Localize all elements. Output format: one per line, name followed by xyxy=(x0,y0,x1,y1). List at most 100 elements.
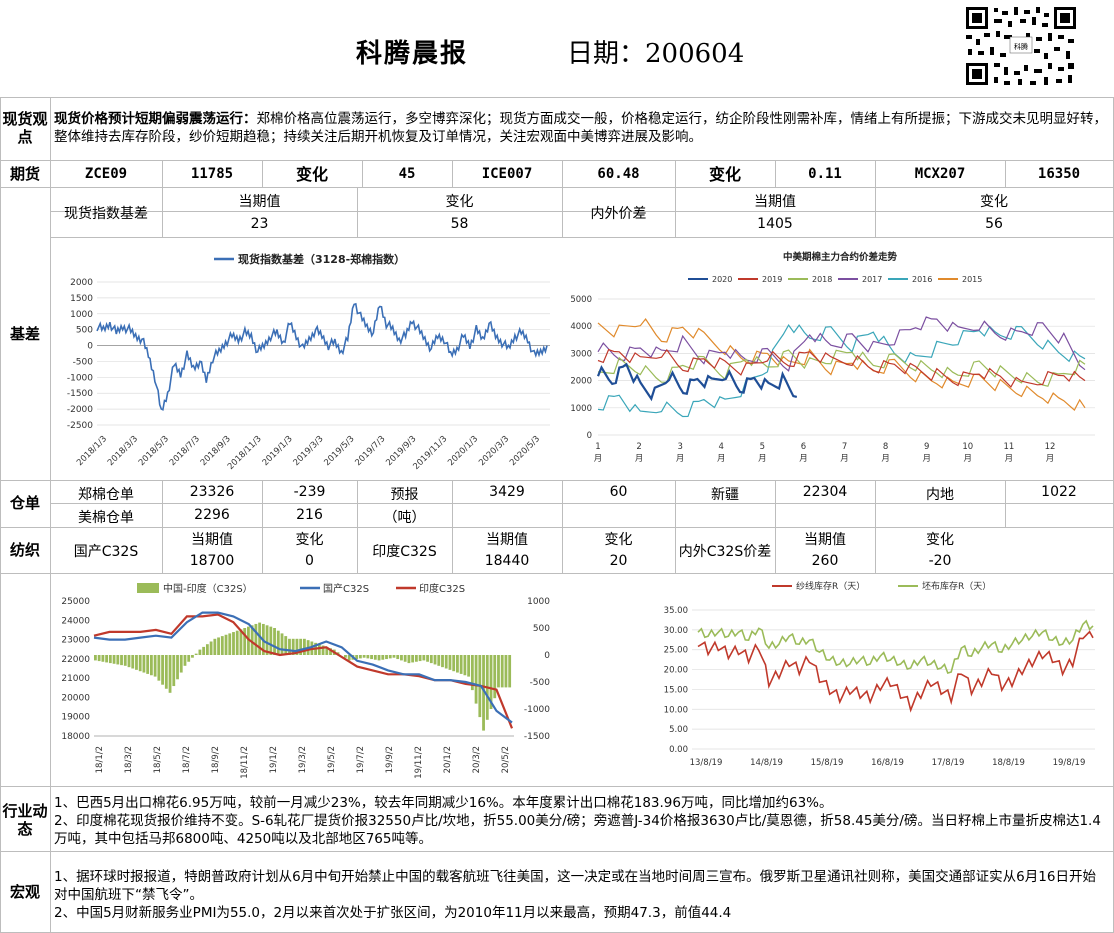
futures-cell-4: ICE007 xyxy=(481,166,533,182)
series-line-2019 xyxy=(597,348,1086,388)
spread-bar xyxy=(131,655,135,669)
spread-bar xyxy=(508,655,512,688)
spread-bar xyxy=(295,638,299,655)
spread-bar xyxy=(418,655,422,662)
y-tick: 0.00 xyxy=(669,745,688,755)
spread-bar xyxy=(284,636,288,655)
x-tick: 18/1/2 xyxy=(95,746,105,773)
spread-bar xyxy=(299,638,303,655)
spread-bar xyxy=(239,629,243,655)
warehouse-r1-6: 新疆 xyxy=(711,487,739,503)
series-line-2016 xyxy=(597,323,1086,418)
x-tick: 2019/11/3 xyxy=(411,434,449,472)
spread-bar xyxy=(276,630,280,655)
industry-text: 1、巴西5月出口棉花6.95万吨，较前一月减少23%，较去年同期减少16%。本年… xyxy=(54,794,1108,848)
textile-cell-13: 260 xyxy=(811,553,839,569)
spread-bar xyxy=(164,655,168,689)
spread-bar xyxy=(168,655,172,693)
x-tick-unit: 月 xyxy=(635,454,644,464)
textile-cell-0: 国产C32S xyxy=(73,544,139,560)
spread-bar xyxy=(452,655,456,672)
x-tick: 2018/1/3 xyxy=(75,434,109,468)
x-tick-num: 3 xyxy=(677,442,682,452)
series-line-2015 xyxy=(597,317,1086,411)
x-tick-num: 9 xyxy=(924,442,929,452)
warehouse-r2-2: 216 xyxy=(296,507,323,523)
legend-label-2015: 2015 xyxy=(962,275,982,284)
y2-tick: 0 xyxy=(544,651,550,661)
spread-bar xyxy=(362,655,366,658)
x-tick: 2018/3/3 xyxy=(106,434,140,468)
legend-label-2: 印度C32S xyxy=(419,582,465,595)
futures-cell-7: 0.11 xyxy=(808,166,842,182)
x-tick-unit: 月 xyxy=(922,454,931,464)
spread-bar xyxy=(489,655,493,709)
spread-bar xyxy=(482,655,485,731)
y-tick: 22000 xyxy=(61,655,90,665)
y2-tick: 1000 xyxy=(527,597,550,607)
basis-v1: 23 xyxy=(250,216,269,232)
y-tick: 15.00 xyxy=(664,685,688,695)
spread-bar xyxy=(373,655,377,660)
spread-bar xyxy=(392,655,396,658)
spread-bar xyxy=(157,655,161,681)
x-tick: 2020/3/3 xyxy=(477,434,511,468)
spread-bar xyxy=(325,646,329,655)
x-tick-unit: 月 xyxy=(758,454,767,464)
warehouse-r1-7: 22304 xyxy=(802,484,848,500)
warehouse-r1-2: -239 xyxy=(293,484,326,500)
x-tick: 18/7/2 xyxy=(182,746,192,773)
legend-label-2016: 2016 xyxy=(912,275,932,284)
spread-bar xyxy=(202,646,206,655)
warehouse-r2-0: 美棉仓单 xyxy=(78,510,134,526)
x-tick: 16/8/19 xyxy=(871,758,904,768)
x-tick: 18/3/2 xyxy=(124,746,134,773)
y-tick: 3000 xyxy=(570,349,592,359)
spread-bar xyxy=(497,655,500,688)
y-tick: 0 xyxy=(587,431,592,441)
warehouse-r1-5: 60 xyxy=(609,484,628,500)
textile-cell-9: 20 xyxy=(609,553,628,569)
industry-label: 行业动态 xyxy=(2,802,48,838)
legend-label-1: 坯布库存R（天） xyxy=(922,580,991,592)
x-tick: 18/5/2 xyxy=(153,746,163,773)
y-tick: 5.00 xyxy=(669,725,688,735)
textile-cell-5: 印度C32S xyxy=(372,544,437,560)
y-tick: 18000 xyxy=(61,732,90,742)
x-tick: 15/8/19 xyxy=(811,758,844,768)
spread-bar xyxy=(101,655,105,662)
futures-cell-3: 45 xyxy=(398,166,416,182)
spread-bar xyxy=(474,655,478,704)
basis-chart: 现货指数基差（3128-郑棉指数） 2000 1500 1000 500 0 -500 -10… xyxy=(67,252,550,472)
x-tick: 2019/3/3 xyxy=(292,434,326,468)
x-tick: 20/5/2 xyxy=(501,746,511,773)
macro-line-1: 1、据环球时报报道，特朗普政府计划从6月中旬开始禁止中国的载客航班飞往美国，这一… xyxy=(54,869,1096,903)
x-tick: 19/7/2 xyxy=(356,746,366,773)
spread-bar xyxy=(321,645,325,655)
spread-bar xyxy=(176,655,179,680)
y-tick: 500 xyxy=(76,326,93,336)
x-tick-unit: 月 xyxy=(717,454,726,464)
spread-bar xyxy=(187,655,191,662)
spot-body: 郑棉价格高位震荡运行，多空博弈深化；现货方面成交一般，价格稳定运行，纺企阶段性刚… xyxy=(54,111,1107,145)
macro-line-2: 2、中国5月财新服务业PMI为55.0，2月以来首次处于扩张区间，为2010年1… xyxy=(54,905,732,921)
spread-bar xyxy=(217,637,220,655)
spread-bar xyxy=(444,655,448,669)
textile-cell-10: 内外C32S价差 xyxy=(678,544,772,560)
y-tick: -1500 xyxy=(67,389,93,399)
x-tick-num: 2 xyxy=(636,442,641,452)
spread-bar xyxy=(459,655,463,674)
y-tick: 24000 xyxy=(61,616,90,626)
y-tick: 23000 xyxy=(61,636,90,646)
y-tick: 0 xyxy=(87,342,93,352)
spread-bar xyxy=(414,655,418,662)
spread-bar xyxy=(250,625,254,655)
x-tick-num: 8 xyxy=(883,442,888,452)
spot-headline: 现货价格预计短期偏弱震荡运行： xyxy=(54,111,257,127)
spread-bar xyxy=(254,623,258,655)
spread-bar xyxy=(437,655,441,666)
spread-bar xyxy=(153,655,157,677)
spread-bar xyxy=(441,655,444,668)
x-tick-unit: 月 xyxy=(676,454,685,464)
